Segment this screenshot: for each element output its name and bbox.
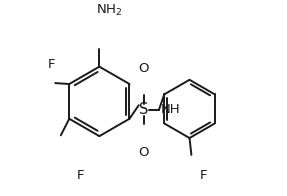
Text: NH: NH	[160, 103, 180, 116]
Text: NH$_2$: NH$_2$	[96, 3, 123, 18]
Text: F: F	[77, 169, 84, 182]
Text: F: F	[47, 58, 55, 71]
Text: F: F	[200, 169, 207, 182]
Text: O: O	[138, 146, 149, 159]
Text: S: S	[139, 102, 148, 117]
Text: O: O	[138, 62, 149, 75]
